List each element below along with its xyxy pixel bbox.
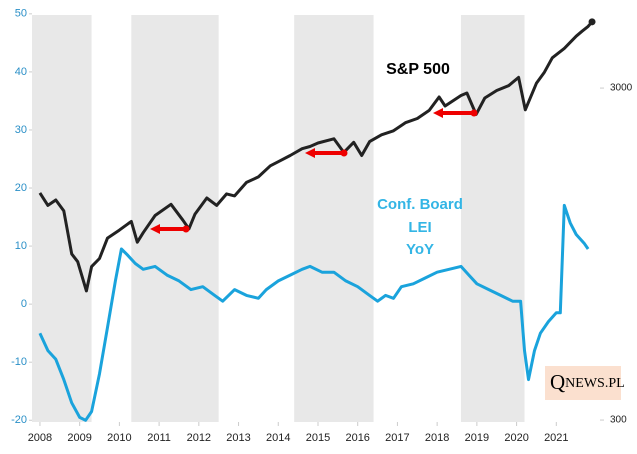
logo: QNEWS.PL (550, 370, 625, 394)
logo-box (545, 366, 621, 400)
lei-annotation: Conf. Board (377, 196, 463, 213)
lei-annotation: YoY (406, 241, 434, 258)
x-tick-label: 2014 (266, 432, 290, 444)
arrow-dot (182, 225, 190, 233)
arrow-head (150, 224, 160, 234)
y-tick-label: -20 (11, 414, 27, 426)
recession-band (294, 15, 374, 422)
y2-tick-label: 3000 (610, 83, 633, 94)
y-tick-label: 50 (15, 8, 27, 20)
series-line (38, 20, 594, 293)
logo-q: Q (550, 370, 565, 394)
x-tick-label: 2010 (107, 432, 131, 444)
y-tick-label: 0 (21, 298, 27, 310)
arrow-dot (470, 109, 478, 117)
y-tick-label: 10 (15, 240, 27, 252)
x-tick-label: 2013 (226, 432, 250, 444)
y-tick-label: 20 (15, 182, 27, 194)
y-tick-label: -10 (11, 356, 27, 368)
arrow-dot (340, 149, 348, 157)
recession-band (460, 15, 525, 422)
y-tick-label: 30 (15, 124, 27, 136)
x-tick-label: 2019 (465, 432, 489, 444)
x-tick-label: 2020 (504, 432, 528, 444)
arrows (150, 108, 478, 234)
shading (32, 15, 525, 422)
x-tick-label: 2009 (67, 432, 91, 444)
lei-annotation: LEI (408, 219, 431, 236)
x-tick-label: 2012 (187, 432, 211, 444)
end-point (588, 18, 596, 26)
arrow-head (305, 148, 315, 158)
recession-band (131, 15, 219, 422)
x-tick-label: 2018 (425, 432, 449, 444)
series-line (38, 203, 590, 422)
x-tick-label: 2021 (544, 432, 568, 444)
y2-tick-label: 300 (610, 415, 627, 426)
logo-text: NEWS.PL (565, 376, 625, 391)
x-tick-label: 2016 (345, 432, 369, 444)
sp-annotation: S&P 500 (386, 61, 450, 78)
x-tick-label: 2017 (385, 432, 409, 444)
x-tick-label: 2008 (28, 432, 52, 444)
y-tick-label: 40 (15, 66, 27, 78)
x-tick-label: 2015 (306, 432, 330, 444)
x-tick-label: 2011 (147, 432, 171, 444)
arrow-head (433, 108, 443, 118)
recession-band (32, 15, 92, 422)
